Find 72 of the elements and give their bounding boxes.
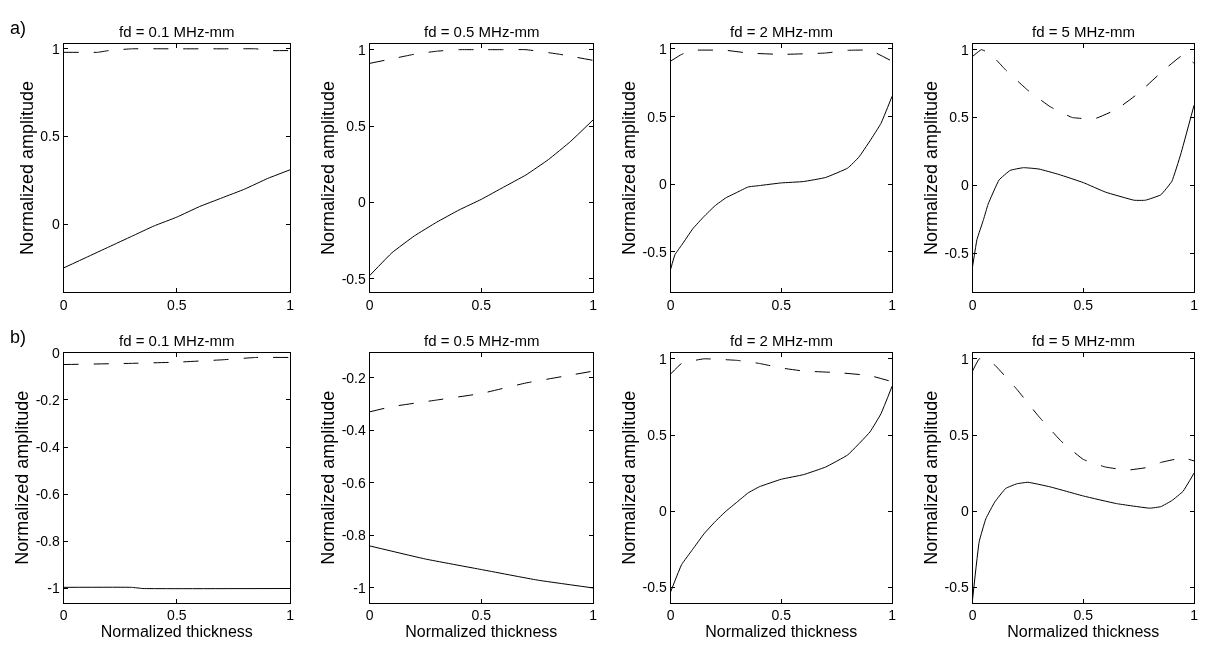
y-tick-label: 0.5 — [949, 109, 969, 126]
y-tick-label: -0.6 — [341, 474, 366, 491]
y-tick-label: -0.8 — [341, 527, 366, 544]
chart-title: fd = 2 MHz-mm — [730, 332, 833, 349]
x-tick-label: 1 — [888, 607, 897, 624]
x-tick-label: 0.5 — [167, 297, 187, 314]
y-tick-label: 0 — [52, 216, 61, 233]
x-axis-title: Normalized thickness — [100, 623, 253, 641]
y-tick-label: 0.5 — [346, 117, 366, 134]
text: a) — [10, 18, 27, 38]
x-tick-label: 0.5 — [1073, 607, 1094, 624]
y-axis-title: Normalized amplitude — [11, 390, 32, 565]
y-tick-label: 0.5 — [949, 426, 969, 443]
y-tick-label: 0.5 — [647, 426, 667, 443]
y-tick-label: 0 — [357, 194, 366, 211]
y-tick-label: 0 — [960, 503, 969, 520]
text: b) — [10, 327, 27, 347]
y-tick-label: 0 — [52, 344, 61, 361]
y-axis-title: Normalized amplitude — [618, 390, 639, 565]
y-tick-label: -0.8 — [35, 533, 61, 550]
y-tick-label: -0.5 — [642, 243, 667, 260]
y-tick-label: -0.2 — [35, 391, 61, 408]
chart-title: fd = 0.5 MHz-mm — [424, 332, 540, 349]
y-axis-title: Normalized amplitude — [317, 390, 338, 565]
x-tick-label: 1 — [589, 607, 598, 624]
x-tick-label: 1 — [589, 297, 598, 314]
y-tick-label: 1 — [658, 40, 667, 57]
x-tick-label: 0.5 — [1073, 297, 1094, 314]
y-axis-title: Normalized amplitude — [920, 390, 941, 565]
y-tick-label: -0.6 — [35, 486, 61, 503]
y-tick-label: 0 — [658, 503, 667, 520]
y-axis-title: Normalized amplitude — [920, 80, 941, 256]
y-tick-label: -1 — [47, 580, 61, 597]
y-tick-label: -0.5 — [341, 270, 366, 287]
x-tick-label: 0.5 — [471, 607, 492, 624]
chart-title: fd = 0.5 MHz-mm — [424, 23, 540, 40]
x-axis-title: Normalized thickness — [405, 623, 558, 641]
chart-title: fd = 2 MHz-mm — [730, 23, 833, 40]
x-tick-label: 1 — [1190, 297, 1199, 314]
x-tick-label: 0.5 — [771, 607, 792, 624]
chart-title: fd = 0.1 MHz-mm — [119, 23, 235, 40]
y-tick-label: -0.4 — [341, 422, 366, 439]
x-tick-label: 1 — [1190, 607, 1199, 624]
y-tick-label: 1 — [658, 350, 667, 367]
x-axis-title: Normalized thickness — [705, 623, 858, 641]
y-tick-label: -0.5 — [642, 579, 667, 596]
x-tick-label: 0.5 — [471, 297, 492, 314]
y-tick-label: -0.5 — [944, 245, 969, 262]
y-tick-label: 1 — [960, 350, 969, 367]
x-tick-label: 0.5 — [167, 607, 187, 624]
y-axis-title: Normalized amplitude — [16, 80, 37, 256]
y-tick-label: -0.5 — [944, 579, 969, 596]
y-tick-label: 0.5 — [40, 128, 61, 145]
y-tick-label: 0 — [658, 176, 667, 193]
x-axis-title: Normalized thickness — [1007, 623, 1160, 641]
chart-title: fd = 5 MHz-mm — [1032, 332, 1135, 349]
x-tick-label: 0.5 — [771, 297, 792, 314]
y-axis-title: Normalized amplitude — [618, 80, 639, 256]
x-tick-label: 1 — [286, 607, 295, 624]
chart-title: fd = 5 MHz-mm — [1032, 23, 1135, 40]
y-tick-label: -0.2 — [341, 369, 366, 386]
chart-title: fd = 0.1 MHz-mm — [119, 332, 235, 349]
x-tick-label: 1 — [286, 297, 295, 314]
y-tick-label: 0.5 — [647, 108, 667, 125]
x-tick-label: 1 — [888, 297, 897, 314]
y-tick-label: 1 — [52, 40, 61, 57]
y-tick-label: -0.4 — [35, 438, 61, 455]
y-tick-label: -1 — [353, 579, 366, 596]
y-tick-label: 1 — [960, 41, 969, 58]
y-tick-label: 1 — [357, 41, 366, 58]
y-tick-label: 0 — [960, 177, 969, 194]
y-axis-title: Normalized amplitude — [317, 80, 338, 256]
